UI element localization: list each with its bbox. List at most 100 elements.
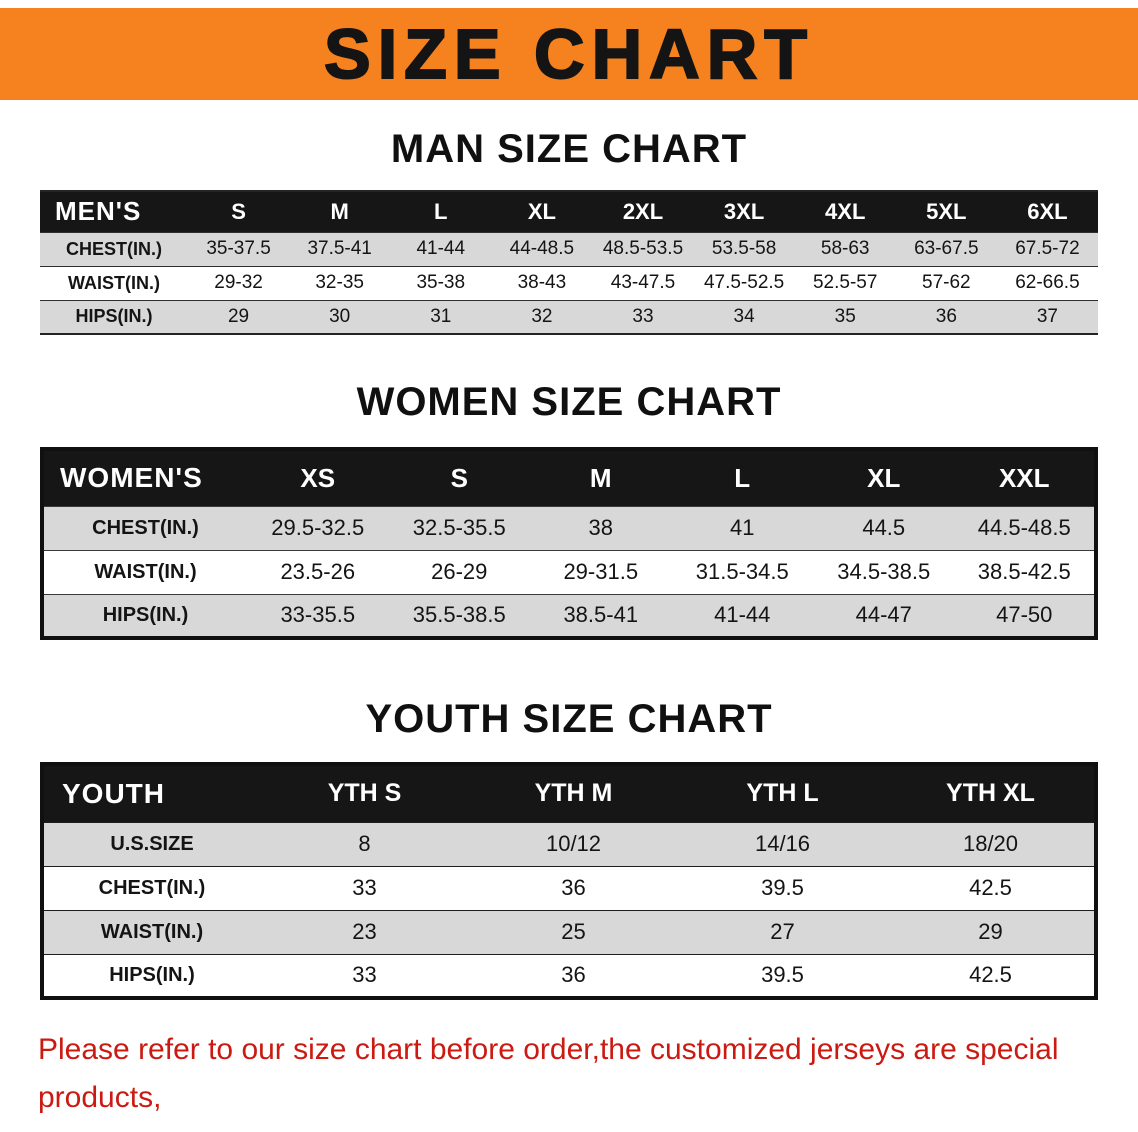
measure-label-cell: HIPS(IN.) xyxy=(40,299,188,334)
size-value-cell: 36 xyxy=(469,953,678,998)
size-value-cell: 32 xyxy=(491,299,593,334)
size-value-cell: 35-37.5 xyxy=(188,231,290,266)
measurement-row: CHEST(IN.) 33 36 39.5 42.5 xyxy=(42,865,1096,910)
size-header-cell: 4XL xyxy=(825,198,866,224)
size-value-cell: 25 xyxy=(469,909,678,954)
men-section-heading: MAN SIZE CHART xyxy=(390,127,748,171)
size-value-cell: 39.5 xyxy=(678,865,887,910)
size-value-cell: 35.5-38.5 xyxy=(388,593,530,638)
measure-label-cell: WAIST(IN.) xyxy=(42,549,247,594)
measurement-row: CHEST(IN.) 29.5-32.5 32.5-35.5 38 41 44.5 44.5… xyxy=(42,505,1096,550)
measurement-row: HIPS(IN.) 33 36 39.5 42.5 xyxy=(42,953,1096,998)
size-header-cell: 3XL xyxy=(723,198,765,224)
size-header-cell: XL xyxy=(867,462,901,493)
size-value-cell: 39.5 xyxy=(678,953,887,998)
size-value-cell: 34.5-38.5 xyxy=(813,549,955,594)
size-value-cell: 29-31.5 xyxy=(530,549,672,594)
size-value-cell: 31.5-34.5 xyxy=(671,549,813,594)
size-value-cell: 42.5 xyxy=(887,953,1096,998)
measurement-row: WAIST(IN.) 23.5-26 26-29 29-31.5 31.5-34.5 34… xyxy=(42,549,1096,594)
size-value-cell: 10/12 xyxy=(469,821,678,866)
table-title-cell: MEN'S xyxy=(55,196,142,227)
size-value-cell: 58-63 xyxy=(794,231,896,266)
table-header-row: WOMEN'S XS S M L XL XXL xyxy=(42,449,1096,506)
disclaimer-line-1: Please refer to our size chart before or… xyxy=(38,1033,1059,1114)
size-value-cell: 44.5 xyxy=(813,505,955,550)
youth-section-heading: YOUTH SIZE CHART xyxy=(365,697,773,741)
size-header-cell: S xyxy=(450,462,468,493)
size-value-cell: 32.5-35.5 xyxy=(388,505,530,550)
size-value-cell: 43-47.5 xyxy=(592,265,694,300)
size-value-cell: 33-35.5 xyxy=(247,593,389,638)
size-value-cell: 30 xyxy=(289,299,391,334)
size-value-cell: 38.5-41 xyxy=(530,593,672,638)
size-value-cell: 27 xyxy=(678,909,887,954)
size-value-cell: 35-38 xyxy=(390,265,492,300)
disclaimer: Please refer to our size chart before or… xyxy=(38,1026,1100,1132)
measurement-row: CHEST(IN.) 35-37.5 37.5-41 41-44 44-48.5 48.5… xyxy=(40,231,1098,266)
size-value-cell: 29.5-32.5 xyxy=(247,505,389,550)
size-value-cell: 37 xyxy=(996,299,1098,334)
disclaimer-line-2: we don't accept cancel, change, teturn o… xyxy=(38,1122,1100,1132)
table-header-row: YOUTH YTH S YTH M YTH L YTH XL xyxy=(42,764,1096,822)
size-value-cell: 41 xyxy=(671,505,813,550)
size-value-cell: 44-47 xyxy=(813,593,955,638)
size-value-cell: 23 xyxy=(260,909,469,954)
size-header-cell: M xyxy=(589,462,612,493)
size-value-cell: 31 xyxy=(390,299,492,334)
size-value-cell: 67.5-72 xyxy=(996,231,1098,266)
size-value-cell: 47-50 xyxy=(954,593,1096,638)
size-value-cell: 47.5-52.5 xyxy=(693,265,795,300)
size-value-cell: 42.5 xyxy=(887,865,1096,910)
women-size-section: WOMEN SIZE CHART WOMEN'S XS S M L XL XXL CHEST(… xyxy=(0,379,1138,640)
size-value-cell: 38.5-42.5 xyxy=(954,549,1096,594)
size-value-cell: 62-66.5 xyxy=(996,265,1098,300)
page-title: SIZE CHART xyxy=(323,14,814,94)
size-header-cell: YTH XL xyxy=(946,779,1035,808)
size-header-cell: 6XL xyxy=(1027,198,1068,224)
size-header-cell: YTH S xyxy=(327,779,402,808)
size-header-cell: S xyxy=(231,198,246,224)
size-value-cell: 38 xyxy=(530,505,672,550)
size-header-cell: YTH L xyxy=(746,779,819,808)
measurement-row: HIPS(IN.) 33-35.5 35.5-38.5 38.5-41 41-44 44-… xyxy=(42,593,1096,638)
size-value-cell: 23.5-26 xyxy=(247,549,389,594)
size-header-cell: XXL xyxy=(998,462,1050,493)
measure-label-cell: HIPS(IN.) xyxy=(42,593,247,638)
size-value-cell: 34 xyxy=(693,299,795,334)
size-value-cell: 63-67.5 xyxy=(895,231,997,266)
size-value-cell: 41-44 xyxy=(671,593,813,638)
size-header-cell: 2XL xyxy=(622,198,664,224)
measure-label-cell: CHEST(IN.) xyxy=(40,231,188,266)
size-value-cell: 8 xyxy=(260,821,469,866)
measure-label-cell: HIPS(IN.) xyxy=(42,953,260,998)
measurement-row: HIPS(IN.) 29 30 31 32 33 34 35 36 37 xyxy=(40,299,1098,334)
table-header-row: MEN'S S M L XL 2XL 3XL 4XL 5XL 6XL xyxy=(40,191,1098,232)
women-section-heading: WOMEN SIZE CHART xyxy=(356,380,782,424)
women-size-table: WOMEN'S XS S M L XL XXL CHEST(IN.) 29.5-32.5 32.5… xyxy=(40,447,1098,640)
youth-size-section: YOUTH SIZE CHART YOUTH YTH S YTH M YTH L YTH… xyxy=(0,696,1138,1000)
size-value-cell: 33 xyxy=(592,299,694,334)
men-size-section: MAN SIZE CHART MEN'S S M L XL 2XL 3XL 4XL 5XL 6XL… xyxy=(0,126,1138,335)
size-value-cell: 57-62 xyxy=(895,265,997,300)
youth-size-table: YOUTH YTH S YTH M YTH L YTH XL U.S.SIZE 8 10/12… xyxy=(40,762,1098,1000)
measure-label-cell: U.S.SIZE xyxy=(42,821,260,866)
measure-label-cell: CHEST(IN.) xyxy=(42,505,247,550)
measure-label-cell: WAIST(IN.) xyxy=(42,909,260,954)
size-value-cell: 33 xyxy=(260,865,469,910)
measurement-row: WAIST(IN.) 29-32 32-35 35-38 38-43 43-47.5 47.… xyxy=(40,265,1098,300)
size-value-cell: 29 xyxy=(887,909,1096,954)
size-value-cell: 14/16 xyxy=(678,821,887,866)
size-header-cell: L xyxy=(734,462,751,493)
size-value-cell: 36 xyxy=(469,865,678,910)
size-value-cell: 44-48.5 xyxy=(491,231,593,266)
size-header-cell: M xyxy=(330,198,349,224)
size-value-cell: 35 xyxy=(794,299,896,334)
measurement-row: WAIST(IN.) 23 25 27 29 xyxy=(42,909,1096,954)
measure-label-cell: CHEST(IN.) xyxy=(42,865,260,910)
size-value-cell: 38-43 xyxy=(491,265,593,300)
table-title-cell: WOMEN'S xyxy=(60,462,203,494)
size-header-cell: L xyxy=(434,198,448,224)
men-size-table: MEN'S S M L XL 2XL 3XL 4XL 5XL 6XL CHEST(IN.) 35-37… xyxy=(40,190,1098,335)
